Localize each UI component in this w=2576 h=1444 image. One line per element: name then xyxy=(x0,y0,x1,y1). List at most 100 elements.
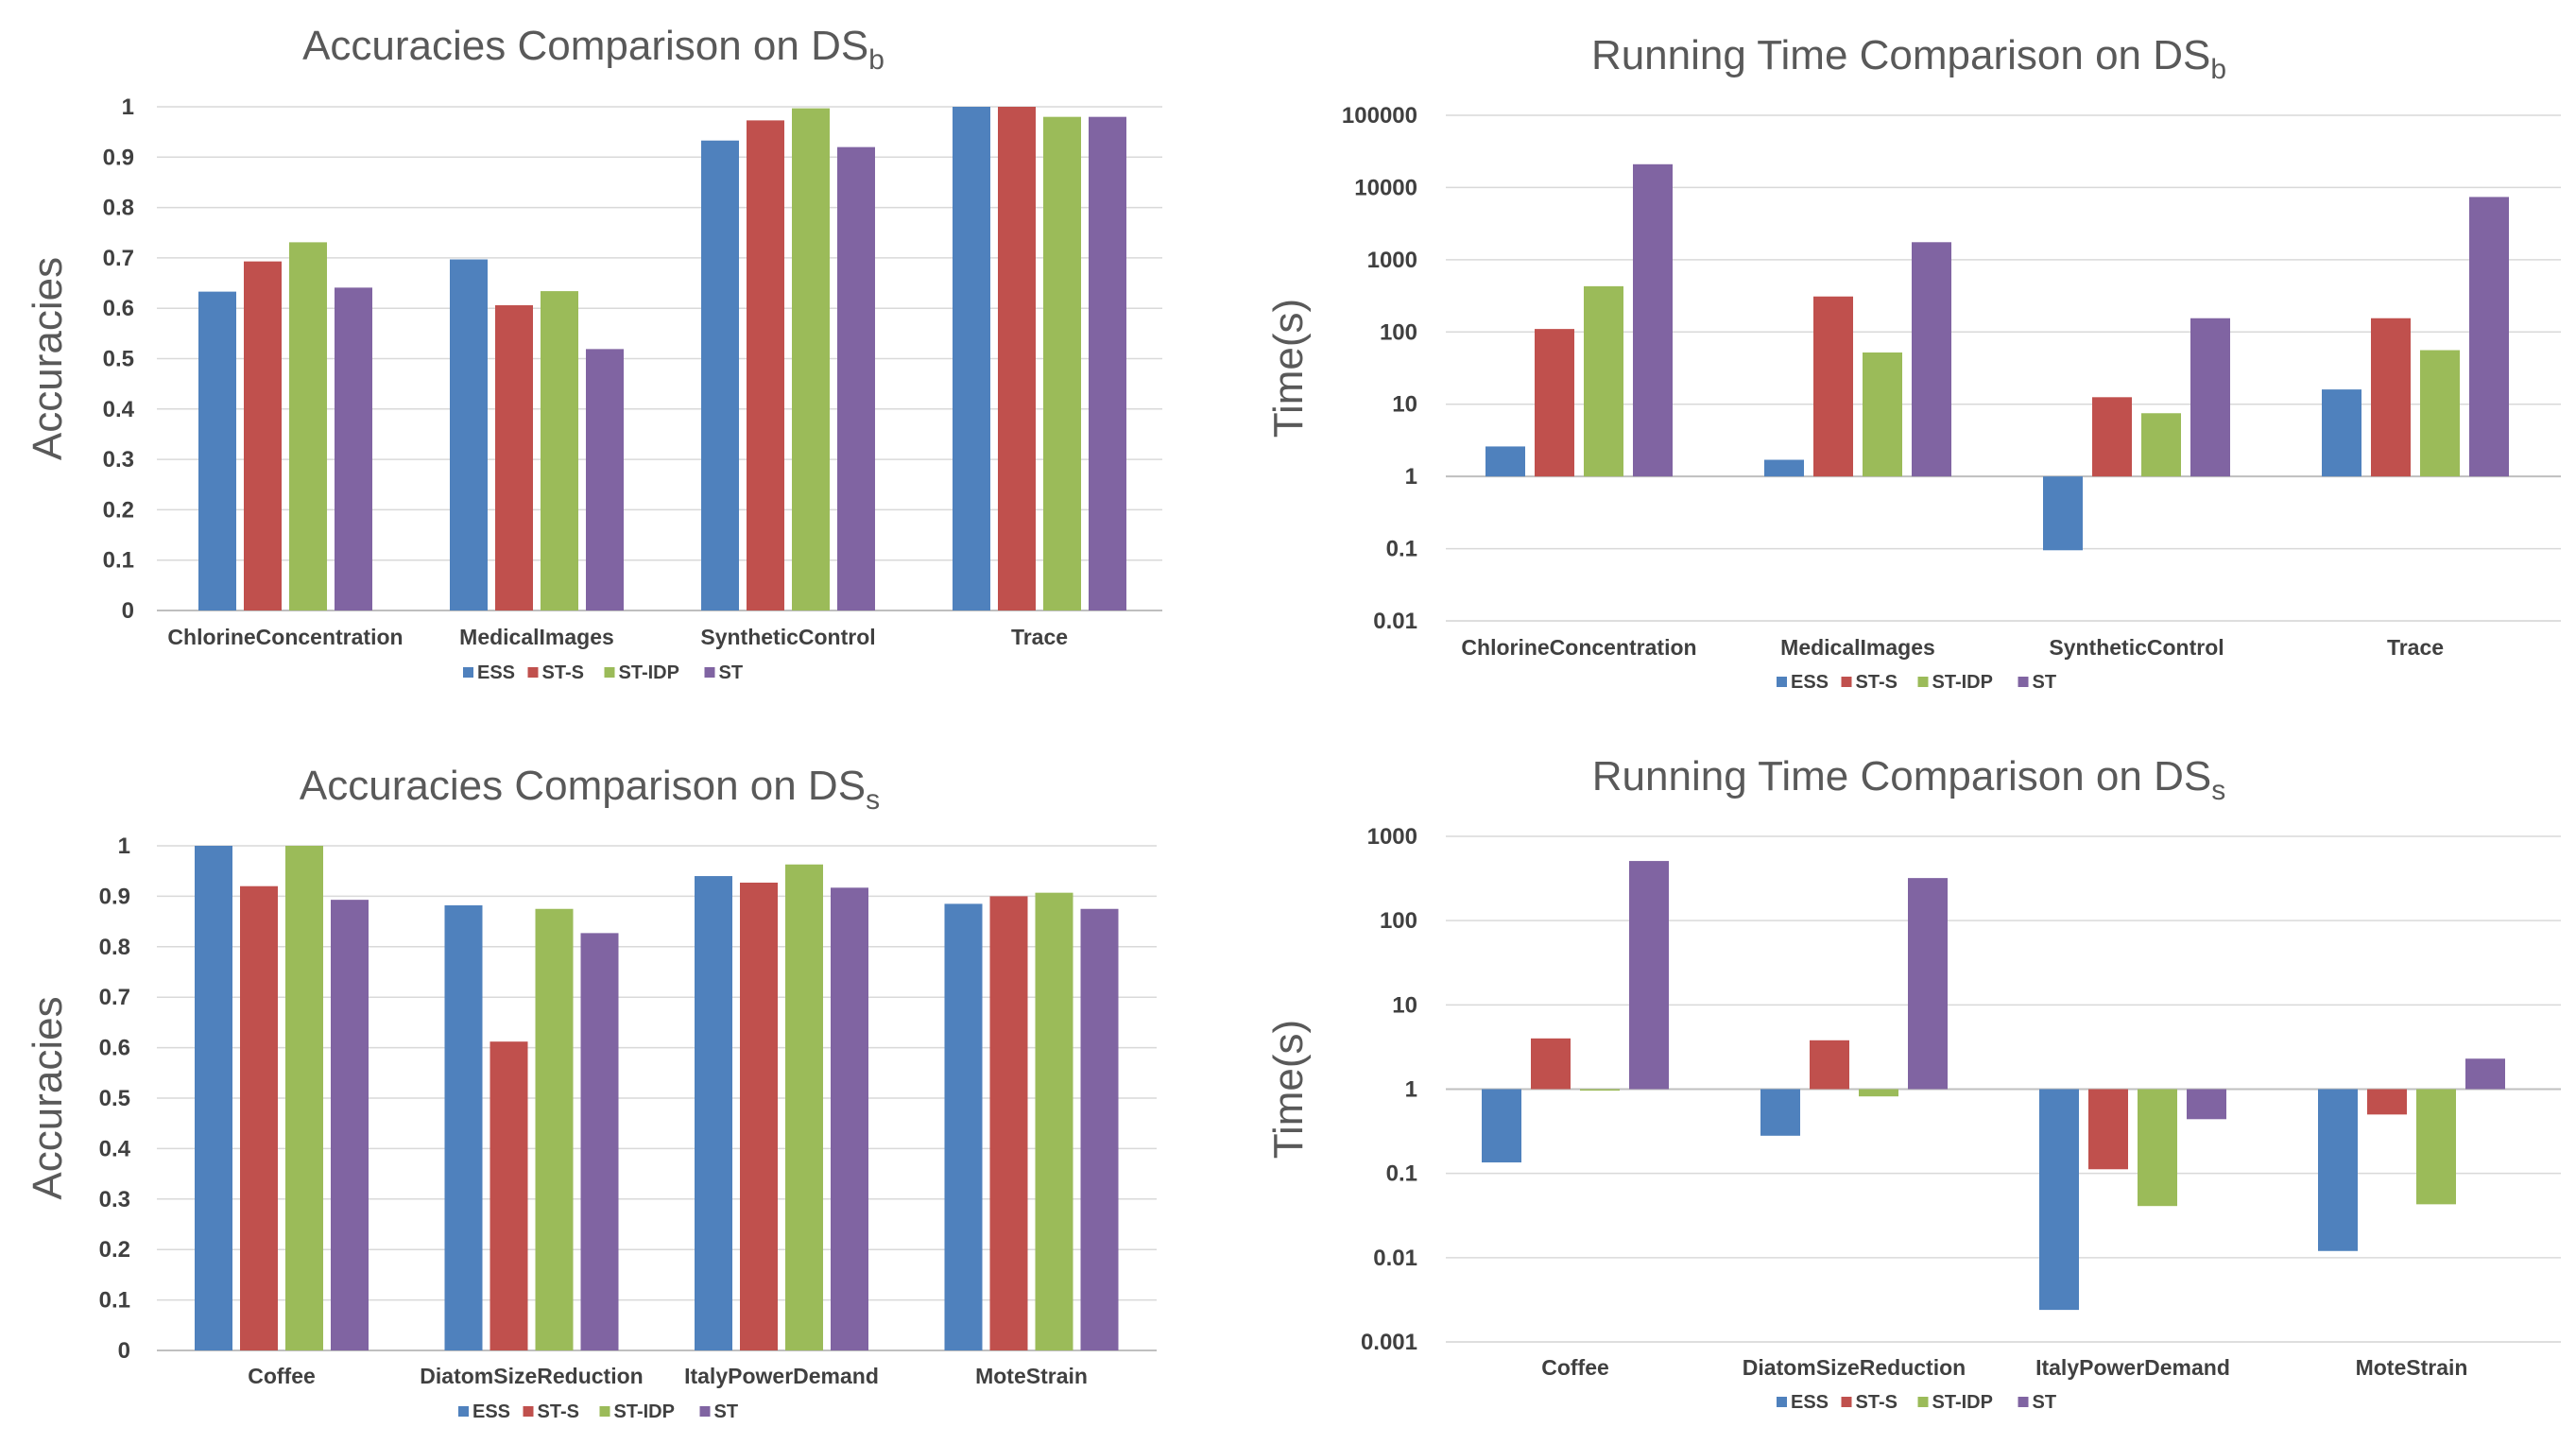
legend-swatch-st-idp xyxy=(604,667,615,678)
legend: ESS ST-S ST-IDP ST xyxy=(1777,1392,2056,1413)
y-tick-label: 0 xyxy=(118,1338,130,1364)
bar-st-s-chlorineconcentration xyxy=(244,261,282,610)
chart-title-text: Accuracies Comparison on DS xyxy=(300,763,866,809)
y-tick-label: 0 xyxy=(122,598,134,624)
bar-ess-diatomsizereduction xyxy=(444,905,483,1350)
legend-label-st-idp: ST-IDP xyxy=(1932,672,1993,693)
legend-swatch-st xyxy=(2018,1397,2029,1407)
chart-panel-3: Accuracies Comparison on DSs Accuracies 0 0… xyxy=(25,763,1157,1422)
bar-st-syntheticcontrol xyxy=(837,146,875,610)
bar-st-idp-coffee xyxy=(1580,1089,1620,1092)
bar-st-motestrain xyxy=(2465,1058,2505,1090)
y-tick-label: 0.9 xyxy=(103,145,134,170)
y-tick-label: 0.3 xyxy=(103,447,134,473)
bar-ess-trace xyxy=(953,107,990,610)
y-tick-label: 0.6 xyxy=(103,296,134,321)
legend-swatch-st-s xyxy=(527,667,539,678)
bar-ess-coffee xyxy=(1482,1089,1521,1163)
y-tick-label: 0.01 xyxy=(1373,1246,1417,1271)
bar-st-italypowerdemand xyxy=(831,887,868,1350)
legend-swatch-st xyxy=(2018,677,2029,687)
bar-st-trace xyxy=(1089,116,1126,610)
x-category-label: DiatomSizeReduction xyxy=(420,1364,643,1388)
bar-ess-trace xyxy=(2322,389,2361,477)
y-tick-label: 0.001 xyxy=(1361,1330,1417,1355)
legend-swatch-st-s xyxy=(523,1406,534,1417)
legend: ESS ST-S ST-IDP ST xyxy=(458,1401,738,1422)
bar-st-s-trace xyxy=(2371,318,2411,477)
y-tick-label: 1 xyxy=(118,834,130,859)
bar-st-medicalimages xyxy=(586,349,624,610)
bar-st-s-italypowerdemand xyxy=(740,882,778,1350)
bar-st-idp-motestrain xyxy=(2416,1089,2456,1205)
legend-label-st-idp: ST-IDP xyxy=(619,662,679,683)
legend-label-st: ST xyxy=(719,662,744,683)
y-tick-label: 0.1 xyxy=(1386,537,1417,562)
chart-title-subscript: s xyxy=(2211,775,2225,806)
y-tick-label: 0.1 xyxy=(99,1288,130,1314)
x-category-label: MoteStrain xyxy=(2356,1355,2468,1380)
y-tick-label: 10 xyxy=(1392,392,1417,418)
y-tick-label: 1000 xyxy=(1367,824,1417,850)
x-category-label: Coffee xyxy=(248,1364,316,1388)
y-tick-label: 0.5 xyxy=(103,347,134,372)
legend-label-st: ST xyxy=(714,1401,739,1422)
y-tick-label: 0.4 xyxy=(103,397,135,422)
bar-st-idp-italypowerdemand xyxy=(2138,1089,2177,1207)
bar-st-italypowerdemand xyxy=(2187,1089,2226,1120)
legend: ESS ST-S ST-IDP ST xyxy=(1777,672,2056,693)
legend-swatch-st-s xyxy=(1841,1397,1852,1407)
bar-st-s-syntheticcontrol xyxy=(747,120,784,611)
legend-swatch-ess xyxy=(1777,1397,1787,1407)
x-category-label: Coffee xyxy=(1541,1355,1609,1380)
chart-title-text: Accuracies Comparison on DS xyxy=(302,23,868,69)
bar-st-idp-diatomsizereduction xyxy=(535,908,574,1350)
y-tick-label: 0.2 xyxy=(103,497,134,523)
legend-label-st-idp: ST-IDP xyxy=(1932,1392,1993,1413)
x-category-label: DiatomSizeReduction xyxy=(1743,1355,1966,1380)
bar-st-idp-medicalimages xyxy=(1863,352,1902,477)
bar-st-s-medicalimages xyxy=(1813,296,1853,477)
bar-st-idp-italypowerdemand xyxy=(785,864,823,1350)
bar-st-idp-trace xyxy=(2420,350,2460,477)
x-category-label: ChlorineConcentration xyxy=(167,625,403,649)
y-tick-label: 0.4 xyxy=(99,1136,131,1161)
y-axis-label: Accuracies xyxy=(25,996,71,1199)
bar-st-idp-medicalimages xyxy=(541,291,578,610)
legend-label-st-s: ST-S xyxy=(1856,672,1898,693)
bar-st-chlorineconcentration xyxy=(1633,163,1673,477)
bar-st-idp-chlorineconcentration xyxy=(1584,285,1623,477)
bar-st-idp-motestrain xyxy=(1035,892,1073,1350)
legend-label-st-idp: ST-IDP xyxy=(614,1401,675,1422)
bar-st-s-medicalimages xyxy=(495,305,533,610)
y-tick-label: 10000 xyxy=(1354,175,1417,200)
bar-st-s-diatomsizereduction xyxy=(489,1041,528,1350)
chart-title-text: Running Time Comparison on DS xyxy=(1592,753,2211,799)
legend-label-st: ST xyxy=(2033,672,2057,693)
bar-st-chlorineconcentration xyxy=(335,287,372,610)
legend-label-ess: ESS xyxy=(477,662,515,683)
chart-panel-1: Accuracies Comparison on DSb Accuracies 0 0… xyxy=(25,23,1162,683)
legend-label-st-s: ST-S xyxy=(542,662,584,683)
legend-swatch-ess xyxy=(1777,677,1787,687)
chart-panel-2: Running Time Comparison on DSb Time(s) 0.0… xyxy=(1265,32,2561,693)
chart-title-subscript: b xyxy=(2210,54,2226,85)
bar-st-motestrain xyxy=(1080,908,1119,1350)
bar-st-coffee xyxy=(1629,861,1669,1090)
y-tick-label: 10 xyxy=(1392,992,1417,1018)
bar-st-s-motestrain xyxy=(989,896,1028,1350)
y-axis-label: Time(s) xyxy=(1265,1020,1312,1159)
bar-ess-coffee xyxy=(195,846,232,1350)
bar-ess-chlorineconcentration xyxy=(1485,446,1525,477)
legend-label-st-s: ST-S xyxy=(538,1401,579,1422)
bar-st-idp-chlorineconcentration xyxy=(289,242,327,610)
x-category-label: SyntheticControl xyxy=(2049,635,2224,660)
bar-st-idp-diatomsizereduction xyxy=(1859,1089,1898,1097)
bar-st-coffee xyxy=(331,900,369,1350)
chart-title-subscript: b xyxy=(868,44,884,76)
y-axis-label: Accuracies xyxy=(25,257,71,460)
bar-st-idp-syntheticcontrol xyxy=(792,108,830,610)
x-category-label: MedicalImages xyxy=(1780,635,1935,660)
chart-title-subscript: s xyxy=(866,784,880,816)
